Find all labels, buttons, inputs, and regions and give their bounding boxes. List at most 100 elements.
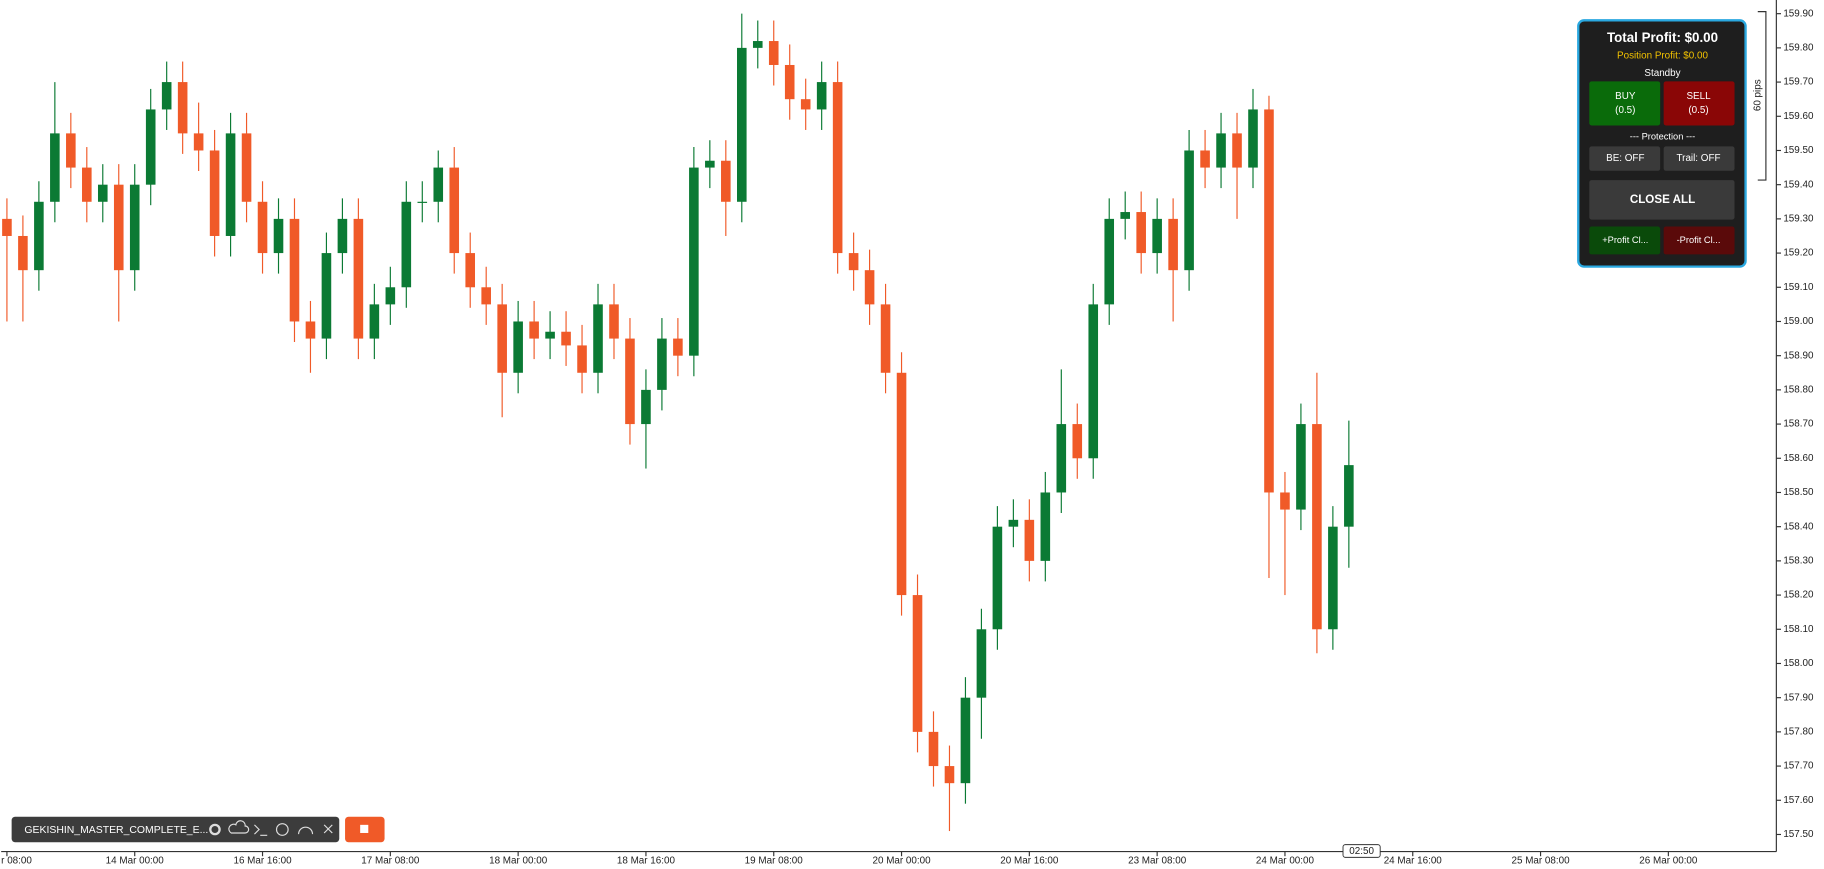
plus-close-button[interactable] — [1589, 226, 1661, 255]
candle-body — [433, 167, 444, 202]
sell-button[interactable] — [1663, 81, 1735, 126]
terminal-icon[interactable] — [254, 824, 268, 836]
buy-label: BUY — [1615, 91, 1636, 102]
total-profit: Total Profit: $0.00 — [1607, 30, 1718, 45]
y-tick-label: 159.50 — [1783, 145, 1814, 156]
candle-body — [800, 99, 811, 110]
status: Standby — [1644, 68, 1680, 79]
candle-body — [960, 697, 971, 784]
y-tick-label: 159.90 — [1783, 8, 1814, 19]
candle-body — [1312, 424, 1322, 630]
candle-body — [880, 304, 891, 373]
candle-body — [1184, 150, 1194, 271]
x-tick-label: 24 Mar 00:00 — [1256, 855, 1315, 866]
candle-body — [1232, 133, 1242, 168]
candle-body — [976, 629, 987, 698]
x-tick-label: r 08:00 — [1, 855, 32, 866]
ea-name[interactable]: GEKISHIN_MASTER_COMPLETE_E... — [24, 825, 208, 836]
candle-body — [513, 321, 523, 373]
candle-body — [353, 218, 364, 339]
candle-body — [225, 133, 236, 236]
candle-body — [1104, 218, 1115, 305]
be-label: BE: OFF — [1606, 153, 1644, 164]
candle-body — [401, 201, 412, 288]
y-tick-label: 159.20 — [1783, 248, 1814, 259]
time-label: 02:50 — [1349, 846, 1374, 857]
candle-body — [289, 218, 300, 322]
candle-body — [816, 82, 827, 110]
y-tick-label: 158.60 — [1783, 453, 1814, 464]
y-tick-label: 159.10 — [1783, 282, 1814, 293]
candle-body — [113, 184, 124, 271]
sell-lot: (0.5) — [1688, 105, 1708, 116]
candle-body — [193, 133, 204, 151]
candle-body — [689, 167, 699, 356]
minus-close-label: -Profit Cl... — [1677, 235, 1721, 245]
candle-body — [321, 253, 332, 339]
candle-body — [577, 345, 587, 373]
replay-icon[interactable] — [275, 823, 289, 836]
y-tick-label: 158.10 — [1783, 624, 1814, 635]
close-all-button[interactable] — [1589, 180, 1735, 220]
stop-icon — [360, 824, 369, 833]
candle-body — [18, 235, 28, 271]
candle-body — [641, 389, 651, 425]
candle-body — [129, 184, 140, 271]
candle-body — [1040, 492, 1051, 561]
candle-body — [1072, 424, 1083, 459]
candle-body — [864, 270, 875, 305]
candle-body — [2, 218, 12, 236]
buy-lot: (0.5) — [1615, 105, 1635, 116]
close-icon[interactable] — [323, 824, 333, 834]
pips-bracket — [1757, 11, 1767, 181]
y-tick-label: 158.80 — [1783, 384, 1814, 395]
y-tick-label: 159.00 — [1783, 316, 1814, 327]
candle-body — [896, 372, 907, 596]
y-tick-label: 158.90 — [1783, 350, 1814, 361]
candle-body — [305, 321, 316, 339]
candle-body — [66, 133, 76, 168]
pips-label: 60 pips — [1752, 79, 1763, 111]
candle-body — [481, 287, 491, 305]
x-tick-label: 16 Mar 16:00 — [233, 855, 292, 866]
candle-body — [928, 731, 939, 767]
candle-body — [257, 201, 268, 254]
close-all-label: CLOSE ALL — [1630, 193, 1695, 206]
candle-body — [673, 338, 683, 356]
candle-body — [832, 82, 843, 254]
be-button[interactable] — [1589, 146, 1661, 171]
y-tick-label: 157.50 — [1783, 829, 1814, 840]
trade-panel: Total Profit: $0.00 Position Profit: $0.… — [1577, 19, 1747, 268]
candle-body — [82, 167, 92, 202]
candle-body — [1264, 109, 1274, 493]
x-tick-label: 20 Mar 16:00 — [1000, 855, 1059, 866]
candle-body — [1280, 492, 1290, 510]
y-tick-label: 159.70 — [1783, 77, 1814, 88]
candle-body — [1152, 218, 1162, 254]
candle-body — [241, 133, 252, 202]
candle-body — [609, 304, 619, 339]
y-tick-label: 159.30 — [1783, 213, 1814, 224]
candle-body — [1024, 519, 1035, 561]
buy-button[interactable] — [1589, 81, 1661, 126]
candle-body — [721, 160, 731, 202]
minus-close-button[interactable] — [1663, 226, 1735, 255]
candle-body — [768, 41, 779, 65]
cloud-icon[interactable] — [228, 820, 250, 834]
candle-body — [34, 201, 44, 271]
y-tick-label: 159.60 — [1783, 111, 1814, 122]
settings-icon[interactable] — [209, 823, 221, 836]
candle-body — [337, 218, 348, 254]
candle-body — [1120, 212, 1130, 219]
candle-body — [657, 338, 667, 390]
speed-icon[interactable] — [298, 826, 314, 835]
x-tick-label: 20 Mar 00:00 — [872, 855, 931, 866]
candle-body — [1248, 109, 1258, 168]
y-tick-label: 158.40 — [1783, 521, 1814, 532]
candle-body — [1216, 133, 1226, 168]
plus-close-label: +Profit Cl... — [1602, 235, 1648, 245]
axes: 157.50 157.60 157.70 157.80 157.90 158.00 158.… — [1, 8, 1814, 866]
trail-button[interactable] — [1663, 146, 1735, 171]
